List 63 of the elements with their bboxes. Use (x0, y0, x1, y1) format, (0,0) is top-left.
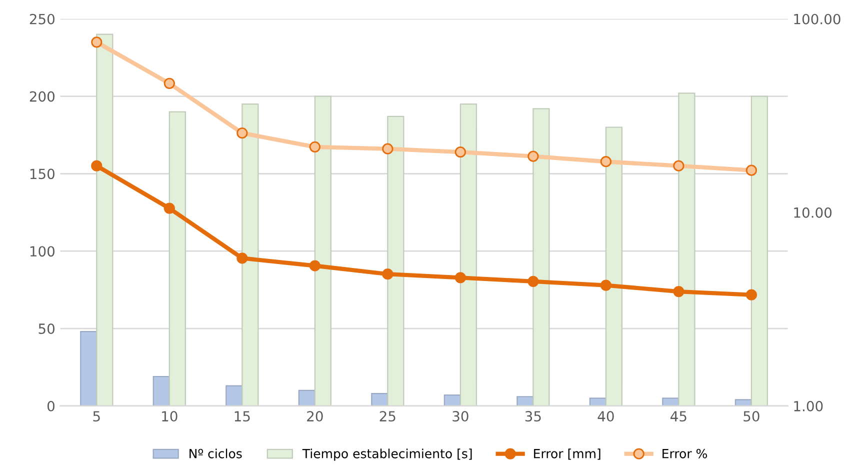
point (454, 272, 466, 284)
point (236, 128, 248, 139)
point (236, 252, 248, 264)
point (91, 160, 102, 172)
point (309, 260, 320, 272)
x-tick-label: 25 (380, 411, 396, 422)
bar (516, 396, 534, 406)
y2-tick-label: 100.00 (794, 14, 840, 24)
bar (444, 394, 461, 406)
x-tick-label: 35 (525, 411, 541, 422)
bar (298, 390, 316, 406)
y2-tick-label: 10.00 (794, 207, 832, 218)
y-tick-label: 200 (30, 91, 54, 102)
legend-label: Nº ciclos (190, 448, 242, 458)
bar (314, 96, 332, 406)
x-tick-label: 45 (670, 411, 686, 422)
y-tick-label: 0 (47, 400, 54, 412)
bar (168, 111, 186, 406)
legend-label: Error % (662, 448, 707, 458)
bar (96, 34, 114, 406)
point (528, 276, 539, 287)
point (600, 280, 612, 291)
point (164, 78, 175, 89)
y2-tick-label: 1.00 (794, 400, 823, 412)
bar (662, 398, 680, 406)
legend-label: Error [mm] (534, 448, 600, 460)
bar (750, 96, 768, 406)
point (673, 160, 684, 172)
bar (734, 399, 752, 406)
x-tick-label: 5 (93, 411, 100, 422)
bar (605, 126, 622, 406)
bar (242, 103, 259, 406)
point (164, 202, 175, 214)
y-tick-label: 250 (30, 14, 54, 24)
bar (678, 92, 696, 406)
x-tick-label: 40 (598, 411, 614, 422)
point (91, 36, 102, 48)
x-tick-label: 10 (162, 411, 178, 422)
bar (80, 331, 98, 406)
bar (371, 392, 388, 406)
y-tick-label: 150 (30, 168, 54, 180)
x-tick-label: 20 (307, 411, 323, 422)
point (746, 289, 757, 300)
bar (226, 385, 243, 406)
point (600, 156, 612, 168)
point (382, 268, 394, 280)
point (309, 141, 320, 152)
y-tick-label: 50 (38, 323, 54, 334)
bar (532, 108, 550, 406)
x-tick-label: 30 (452, 411, 468, 422)
bar (152, 376, 170, 406)
point (382, 143, 394, 154)
x-tick-label: 15 (234, 411, 250, 422)
legend-label: Tiempo establecimiento [s] (302, 448, 472, 461)
point (528, 150, 539, 162)
y-tick-label: 100 (30, 246, 54, 257)
point (746, 164, 757, 176)
bar (387, 116, 404, 406)
bar (460, 103, 477, 406)
point (454, 146, 466, 158)
point (673, 286, 684, 298)
x-tick-label: 50 (744, 411, 760, 422)
bar (589, 398, 606, 406)
